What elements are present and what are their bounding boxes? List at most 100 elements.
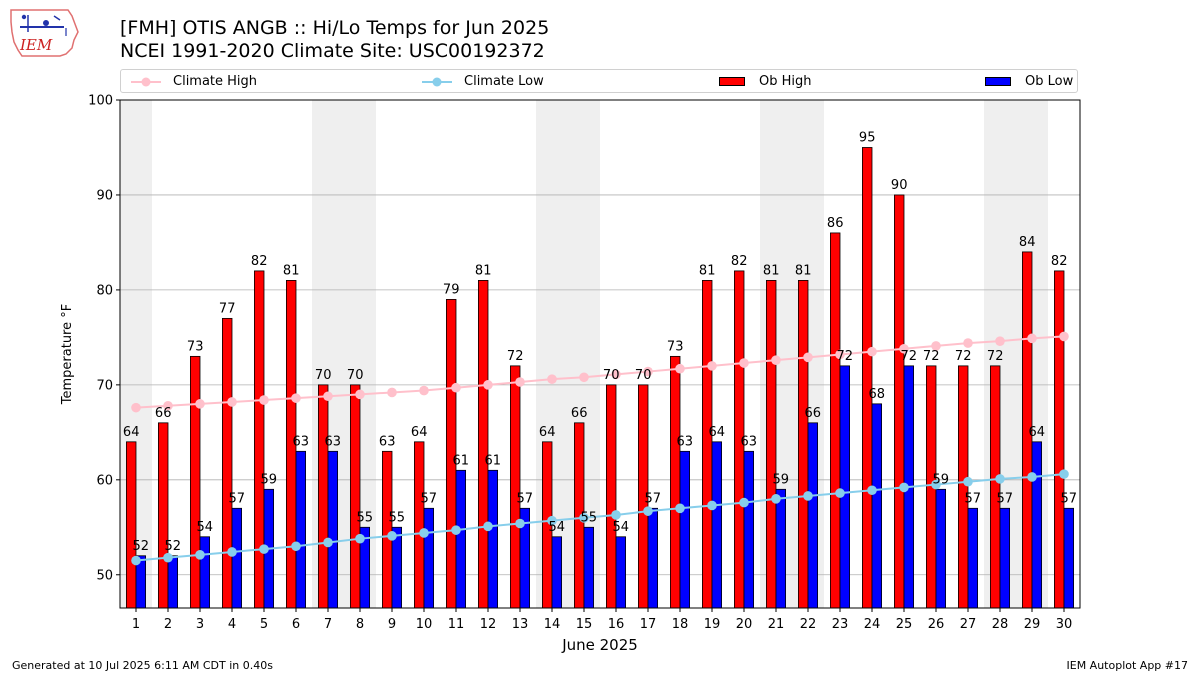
point-climate-high-6 [291, 393, 301, 403]
point-climate-low-1 [131, 555, 141, 566]
bar-ob-low-14 [551, 536, 563, 609]
point-climate-low-3 [195, 550, 205, 560]
bar-ob-low-15 [583, 526, 595, 609]
xtick-label-12: 12 [480, 617, 497, 632]
label-ob-high-23: 86 [827, 216, 844, 231]
point-climate-low-27 [963, 476, 973, 487]
bar-ob-low-24 [871, 403, 883, 609]
label-ob-low-28: 57 [997, 491, 1014, 506]
xtick-label-22: 22 [800, 617, 817, 632]
legend-climate-high-swatch [131, 77, 161, 87]
point-climate-low-19 [707, 500, 717, 511]
label-ob-high-5: 82 [251, 254, 268, 269]
x-axis-label: June 2025 [561, 636, 638, 654]
point-climate-high-4 [227, 397, 237, 407]
xtick-label-18: 18 [672, 617, 689, 632]
bar-ob-high-21 [766, 280, 777, 609]
point-climate-low-4 [227, 547, 237, 557]
label-ob-high-1: 64 [123, 425, 140, 440]
point-climate-low-10 [419, 528, 429, 538]
point-climate-high-17 [643, 366, 653, 377]
y-axis-label: Temperature °F [60, 304, 75, 405]
bar-ob-low-3 [199, 536, 211, 609]
point-climate-low-30 [1059, 469, 1069, 479]
label-ob-high-19: 81 [699, 263, 716, 278]
xtick-label-10: 10 [416, 617, 433, 632]
bar-ob-low-5 [263, 488, 275, 609]
weekend-shade-15 [568, 100, 600, 608]
ytick-label-80: 80 [96, 283, 113, 298]
label-ob-low-26: 59 [933, 472, 950, 487]
point-climate-low-7 [323, 537, 333, 548]
chart-subtitle: NCEI 1991-2020 Climate Site: USC00192372 [120, 40, 545, 62]
bar-ob-high-20 [734, 270, 745, 609]
label-ob-low-19: 64 [709, 425, 726, 440]
bar-ob-high-26 [926, 365, 937, 609]
ytick-label-60: 60 [96, 473, 113, 488]
bar-ob-low-19 [711, 441, 723, 609]
bar-ob-high-2 [157, 422, 169, 609]
bar-ob-high-25 [894, 194, 905, 609]
label-ob-low-14: 54 [549, 520, 566, 535]
label-ob-low-16: 54 [613, 520, 630, 535]
xtick-label-15: 15 [576, 617, 593, 632]
point-climate-high-1 [131, 402, 141, 413]
bar-ob-low-17 [647, 507, 659, 609]
legend-ob-high-swatch [719, 77, 745, 86]
bar-ob-low-1 [135, 555, 147, 609]
weekend-shade-8 [344, 100, 376, 608]
label-ob-low-29: 64 [1029, 425, 1046, 440]
label-ob-high-16: 70 [603, 368, 620, 383]
point-climate-high-22 [803, 352, 813, 363]
xtick-label-26: 26 [928, 617, 945, 632]
xtick-label-20: 20 [736, 617, 753, 632]
bar-ob-high-6 [285, 280, 297, 609]
point-climate-low-24 [867, 485, 877, 496]
bar-ob-low-13 [519, 507, 531, 609]
bar-ob-low-29 [1031, 441, 1043, 609]
plot-frame [119, 99, 1081, 609]
label-ob-low-1: 52 [133, 539, 150, 554]
point-climate-high-26 [931, 341, 941, 351]
bar-ob-high-22 [798, 280, 809, 609]
label-ob-high-14: 64 [539, 425, 556, 440]
label-ob-low-2: 52 [165, 539, 182, 554]
ytick-label-90: 90 [96, 188, 113, 203]
label-ob-low-10: 57 [421, 491, 438, 506]
xtick-label-30: 30 [1056, 617, 1073, 632]
label-ob-high-25: 90 [891, 178, 908, 193]
label-ob-high-22: 81 [795, 263, 812, 278]
bar-ob-low-10 [423, 507, 435, 609]
weekend-shade-29 [1016, 100, 1048, 608]
xtick-label-4: 4 [228, 617, 236, 632]
label-ob-high-13: 72 [507, 349, 524, 364]
iem-logo: IEM [10, 9, 79, 57]
point-climate-high-3 [195, 399, 205, 409]
bar-ob-high-8 [349, 384, 361, 609]
point-climate-low-22 [803, 491, 813, 501]
point-climate-high-28 [995, 336, 1005, 346]
xtick-label-9: 9 [388, 617, 396, 632]
weekend-shading [120, 100, 1048, 608]
label-ob-low-9: 55 [389, 510, 406, 525]
label-ob-low-4: 57 [229, 491, 246, 506]
ytick-label-50: 50 [96, 568, 113, 583]
point-climate-low-15 [579, 512, 589, 523]
bar-ob-low-9 [391, 526, 403, 609]
label-ob-low-3: 54 [197, 520, 214, 535]
logo-text: IEM [19, 36, 53, 54]
climate-lines [131, 331, 1069, 566]
point-climate-low-9 [387, 531, 397, 541]
bar-ob-high-10 [413, 441, 425, 609]
point-climate-low-28 [995, 474, 1005, 484]
label-ob-low-21: 59 [773, 472, 790, 487]
point-climate-high-16 [611, 369, 621, 380]
xtick-label-19: 19 [704, 617, 721, 632]
bar-ob-high-9 [381, 450, 393, 609]
label-ob-high-30: 82 [1051, 254, 1068, 269]
label-ob-high-28: 72 [987, 349, 1004, 364]
ytick-label-70: 70 [96, 378, 113, 393]
xtick-label-28: 28 [992, 617, 1009, 632]
xtick-label-14: 14 [544, 617, 561, 632]
label-ob-low-7: 63 [325, 434, 342, 449]
